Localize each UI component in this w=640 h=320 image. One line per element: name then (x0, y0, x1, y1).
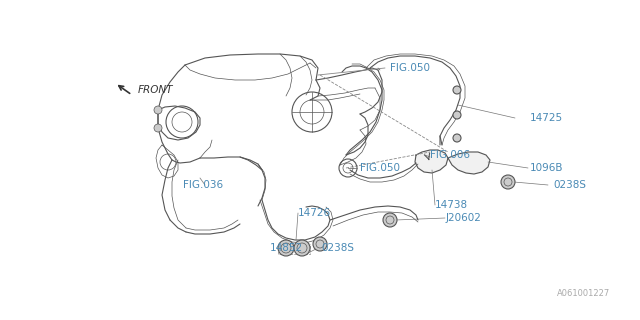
Text: 0238S: 0238S (321, 243, 354, 253)
Circle shape (294, 240, 310, 256)
Circle shape (278, 240, 294, 256)
Circle shape (154, 106, 162, 114)
Text: 14852: 14852 (270, 243, 303, 253)
Text: FIG.050: FIG.050 (390, 63, 430, 73)
Text: FIG.036: FIG.036 (183, 180, 223, 190)
Text: J20602: J20602 (446, 213, 482, 223)
Circle shape (501, 175, 515, 189)
Text: FIG.050: FIG.050 (360, 163, 400, 173)
Circle shape (154, 124, 162, 132)
Text: 14726: 14726 (298, 208, 331, 218)
Text: FRONT: FRONT (138, 85, 173, 95)
Circle shape (313, 237, 327, 251)
Circle shape (453, 111, 461, 119)
Text: 14738: 14738 (435, 200, 468, 210)
Circle shape (383, 213, 397, 227)
Polygon shape (415, 150, 448, 173)
Text: FIG.006: FIG.006 (430, 150, 470, 160)
Circle shape (453, 134, 461, 142)
Text: 14725: 14725 (530, 113, 563, 123)
Text: 0238S: 0238S (553, 180, 586, 190)
Polygon shape (448, 152, 490, 174)
Text: 1096B: 1096B (530, 163, 563, 173)
Text: A061001227: A061001227 (557, 289, 610, 298)
Circle shape (453, 86, 461, 94)
